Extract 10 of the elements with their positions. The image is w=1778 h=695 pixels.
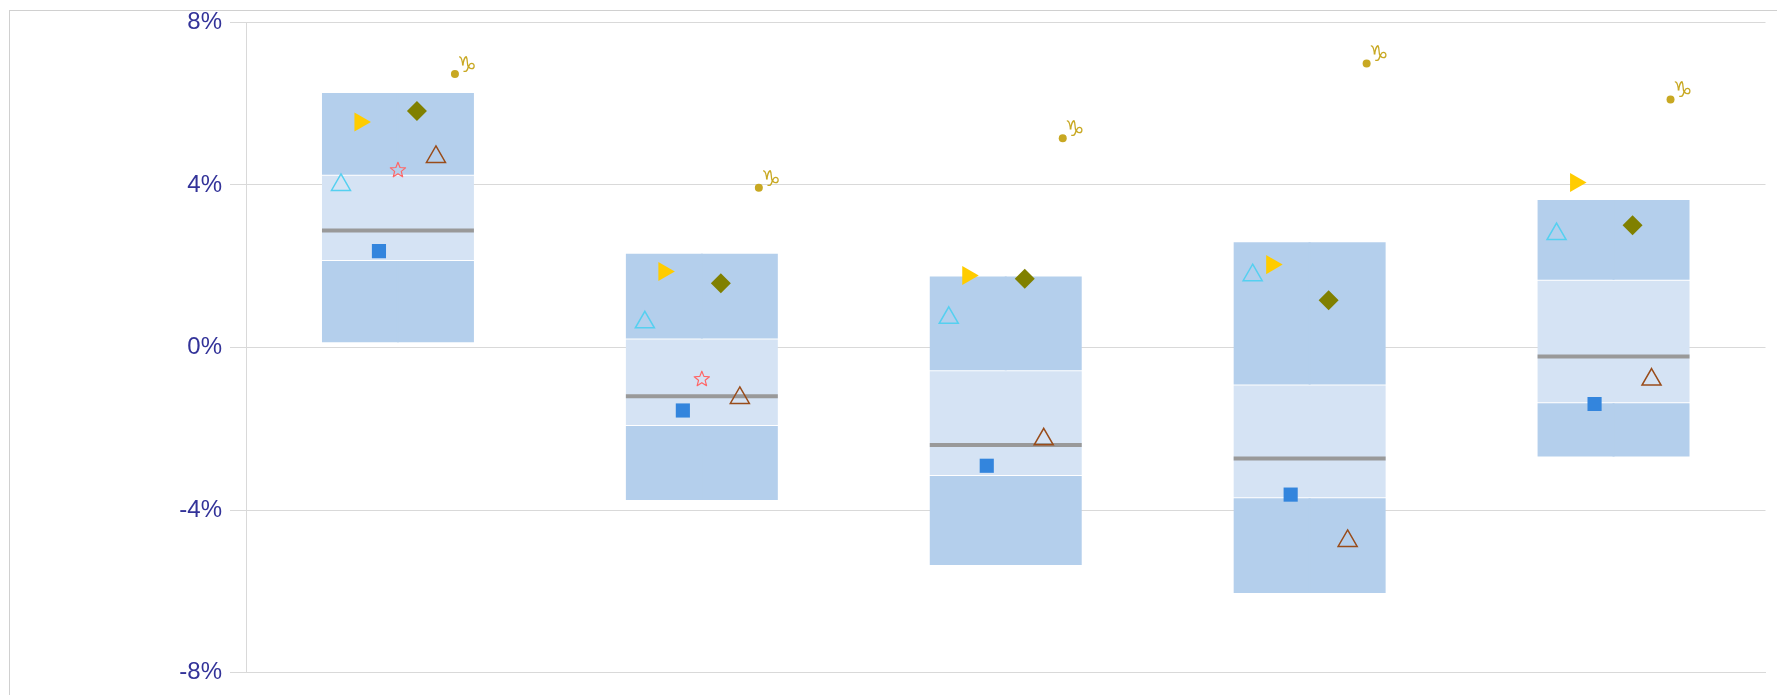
y-tick-label: 8% bbox=[187, 7, 222, 35]
y-tick-label: 4% bbox=[187, 169, 222, 197]
data-label: ♑ bbox=[760, 165, 781, 191]
y-tick-label: -4% bbox=[179, 494, 222, 522]
data-label: ♑ bbox=[1064, 115, 1085, 141]
data-label: ♑ bbox=[1368, 41, 1389, 67]
data-label: ♑ bbox=[1672, 77, 1693, 103]
y-tick-label: -8% bbox=[179, 657, 222, 685]
data-label: ♑ bbox=[457, 51, 477, 77]
y-tick-label: 0% bbox=[187, 332, 222, 360]
